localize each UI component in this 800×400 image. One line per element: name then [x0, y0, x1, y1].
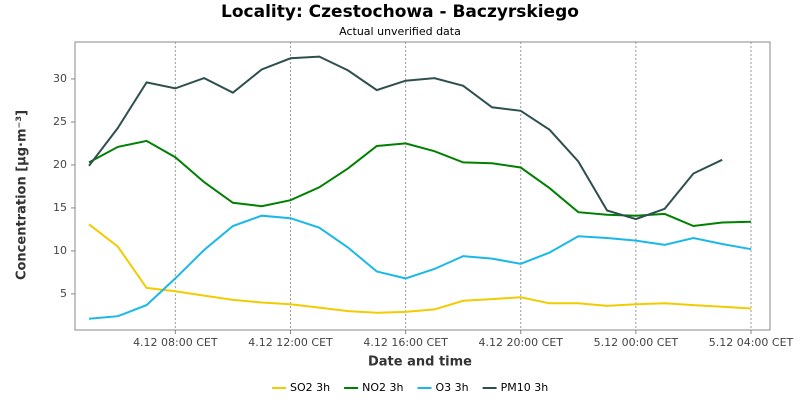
y-tick-label: 5 — [60, 287, 67, 300]
x-tick-label: 4.12 16:00 CET — [363, 336, 448, 349]
y-tick-label: 30 — [53, 72, 67, 85]
x-tick-label: 5.12 00:00 CET — [594, 336, 679, 349]
legend-label: O3 3h — [435, 381, 468, 394]
legend-label: PM10 3h — [501, 381, 549, 394]
chart-title: Locality: Czestochowa - Baczyrskiego — [221, 2, 579, 22]
y-axis-label: Concentration [µg·m⁻³] — [15, 110, 30, 280]
y-tick-label: 25 — [53, 115, 67, 128]
legend-label: SO2 3h — [290, 381, 330, 394]
x-tick-label: 4.12 20:00 CET — [478, 336, 563, 349]
x-tick-label: 4.12 12:00 CET — [248, 336, 333, 349]
y-tick-label: 10 — [53, 244, 67, 257]
y-tick-label: 15 — [53, 201, 67, 214]
legend-label: NO2 3h — [362, 381, 403, 394]
plot-area — [74, 41, 771, 331]
x-tick-label: 4.12 08:00 CET — [133, 336, 218, 349]
chart-subtitle: Actual unverified data — [339, 25, 461, 38]
line-series — [88, 139, 752, 228]
x-axis-label: Date and time — [368, 355, 472, 370]
line-series — [88, 55, 723, 221]
x-tick-label: 5.12 04:00 CET — [709, 336, 794, 349]
line-series — [88, 223, 752, 314]
y-tick-label: 20 — [53, 158, 67, 171]
line-series — [88, 214, 752, 320]
